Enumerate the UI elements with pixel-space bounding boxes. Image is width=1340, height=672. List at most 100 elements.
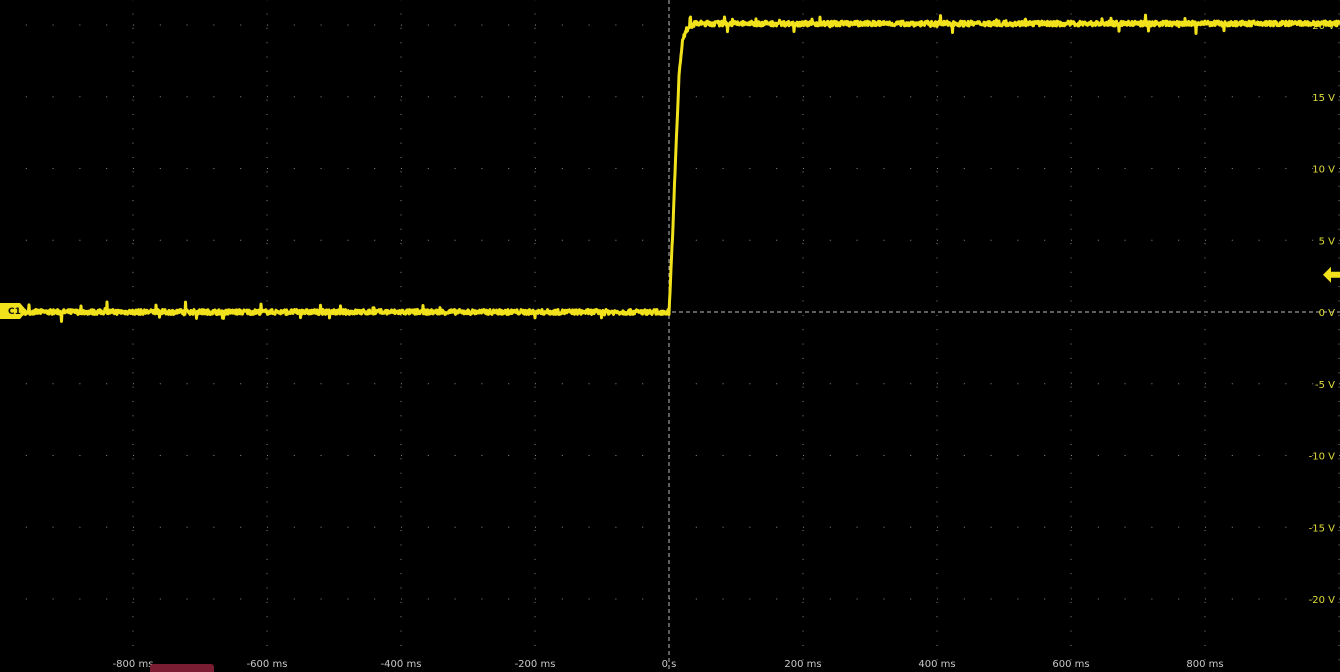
grid-dot bbox=[267, 243, 268, 244]
grid-dot bbox=[79, 527, 80, 528]
grid-dot bbox=[883, 383, 884, 384]
grid-dot bbox=[133, 157, 134, 158]
grid-dot bbox=[347, 96, 348, 97]
grid-dot bbox=[401, 588, 402, 589]
grid-dot bbox=[267, 286, 268, 287]
grid-dot bbox=[615, 383, 616, 384]
grid-dot bbox=[937, 473, 938, 474]
grid-dot bbox=[187, 96, 188, 97]
channel-marker-c1[interactable]: C1 bbox=[0, 303, 27, 319]
grid-dot bbox=[1339, 71, 1340, 72]
grid-dot bbox=[79, 599, 80, 600]
grid-dot bbox=[401, 168, 402, 169]
grid-dot bbox=[535, 14, 536, 15]
bottom-tab[interactable] bbox=[150, 664, 214, 672]
grid-dot bbox=[1339, 444, 1340, 445]
grid-dot bbox=[267, 455, 268, 456]
grid-dot bbox=[508, 240, 509, 241]
grid-dot bbox=[857, 96, 858, 97]
trigger-level-arrow-icon[interactable] bbox=[1323, 267, 1340, 283]
grid-dot bbox=[133, 616, 134, 617]
grid-dot bbox=[1205, 229, 1206, 230]
grid-dot bbox=[187, 25, 188, 26]
grid-dot bbox=[535, 602, 536, 603]
grid-dot bbox=[1205, 14, 1206, 15]
grid-dot bbox=[937, 559, 938, 560]
grid-dot bbox=[535, 96, 536, 97]
grid-dot bbox=[696, 455, 697, 456]
grid-dot bbox=[133, 455, 134, 456]
grid-dot bbox=[1071, 28, 1072, 29]
grid-dot bbox=[481, 96, 482, 97]
grid-dot bbox=[589, 96, 590, 97]
grid-dot bbox=[937, 301, 938, 302]
grid-dot bbox=[964, 168, 965, 169]
grid-dot bbox=[240, 168, 241, 169]
grid-dot bbox=[133, 114, 134, 115]
grid-dot bbox=[26, 527, 27, 528]
grid-dot bbox=[1098, 240, 1099, 241]
grid-dot bbox=[803, 559, 804, 560]
grid-dot bbox=[1071, 599, 1072, 600]
grid-dot bbox=[1151, 383, 1152, 384]
grid-dot bbox=[883, 527, 884, 528]
grid-dot bbox=[1098, 599, 1099, 600]
grid-dot bbox=[26, 25, 27, 26]
grid-dot bbox=[401, 214, 402, 215]
grid-dot bbox=[1339, 301, 1340, 302]
grid-dot bbox=[1285, 527, 1286, 528]
grid-dot bbox=[1071, 240, 1072, 241]
grid-dot bbox=[1151, 599, 1152, 600]
grid-dot bbox=[267, 599, 268, 600]
grid-dot bbox=[401, 527, 402, 528]
grid-dot bbox=[1071, 645, 1072, 646]
grid-dot bbox=[428, 240, 429, 241]
grid-dot bbox=[1339, 143, 1340, 144]
grid-dot bbox=[267, 383, 268, 384]
grid-dot bbox=[964, 599, 965, 600]
grid-dot bbox=[401, 544, 402, 545]
grid-dot bbox=[401, 501, 402, 502]
grid-dot bbox=[240, 25, 241, 26]
grid-dot bbox=[133, 96, 134, 97]
grid-dot bbox=[1312, 240, 1313, 241]
grid-dot bbox=[428, 383, 429, 384]
grid-dot bbox=[508, 25, 509, 26]
grid-dot bbox=[374, 383, 375, 384]
grid-dot bbox=[267, 272, 268, 273]
grid-dot bbox=[535, 85, 536, 86]
grid-dot bbox=[481, 240, 482, 241]
grid-dot bbox=[321, 599, 322, 600]
grid-dot bbox=[160, 383, 161, 384]
grid-dot bbox=[133, 559, 134, 560]
y-tick-label: 0 V bbox=[1319, 308, 1336, 319]
grid-dot bbox=[535, 415, 536, 416]
grid-dot bbox=[803, 168, 804, 169]
grid-dot bbox=[1071, 168, 1072, 169]
grid-dot bbox=[910, 527, 911, 528]
grid-dot bbox=[1259, 240, 1260, 241]
y-tick-label: -20 V bbox=[1309, 595, 1336, 606]
grid-dot bbox=[1339, 157, 1340, 158]
grid-dot bbox=[267, 301, 268, 302]
grid-dot bbox=[991, 455, 992, 456]
grid-dot bbox=[267, 487, 268, 488]
grid-dot bbox=[267, 96, 268, 97]
grid-dot bbox=[937, 168, 938, 169]
grid-dot bbox=[267, 358, 268, 359]
grid-dot bbox=[1044, 455, 1045, 456]
grid-dot bbox=[830, 599, 831, 600]
grid-dot bbox=[830, 527, 831, 528]
x-tick-label: 400 ms bbox=[918, 659, 955, 669]
grid-dot bbox=[937, 286, 938, 287]
grid-dot bbox=[937, 487, 938, 488]
grid-dot bbox=[589, 527, 590, 528]
grid-dot bbox=[1071, 71, 1072, 72]
grid-dot bbox=[910, 599, 911, 600]
grid-dot bbox=[133, 631, 134, 632]
grid-dot bbox=[481, 383, 482, 384]
y-tick-label: 10 V bbox=[1312, 165, 1335, 176]
grid-dot bbox=[133, 143, 134, 144]
grid-dot bbox=[803, 272, 804, 273]
grid-dot bbox=[401, 243, 402, 244]
